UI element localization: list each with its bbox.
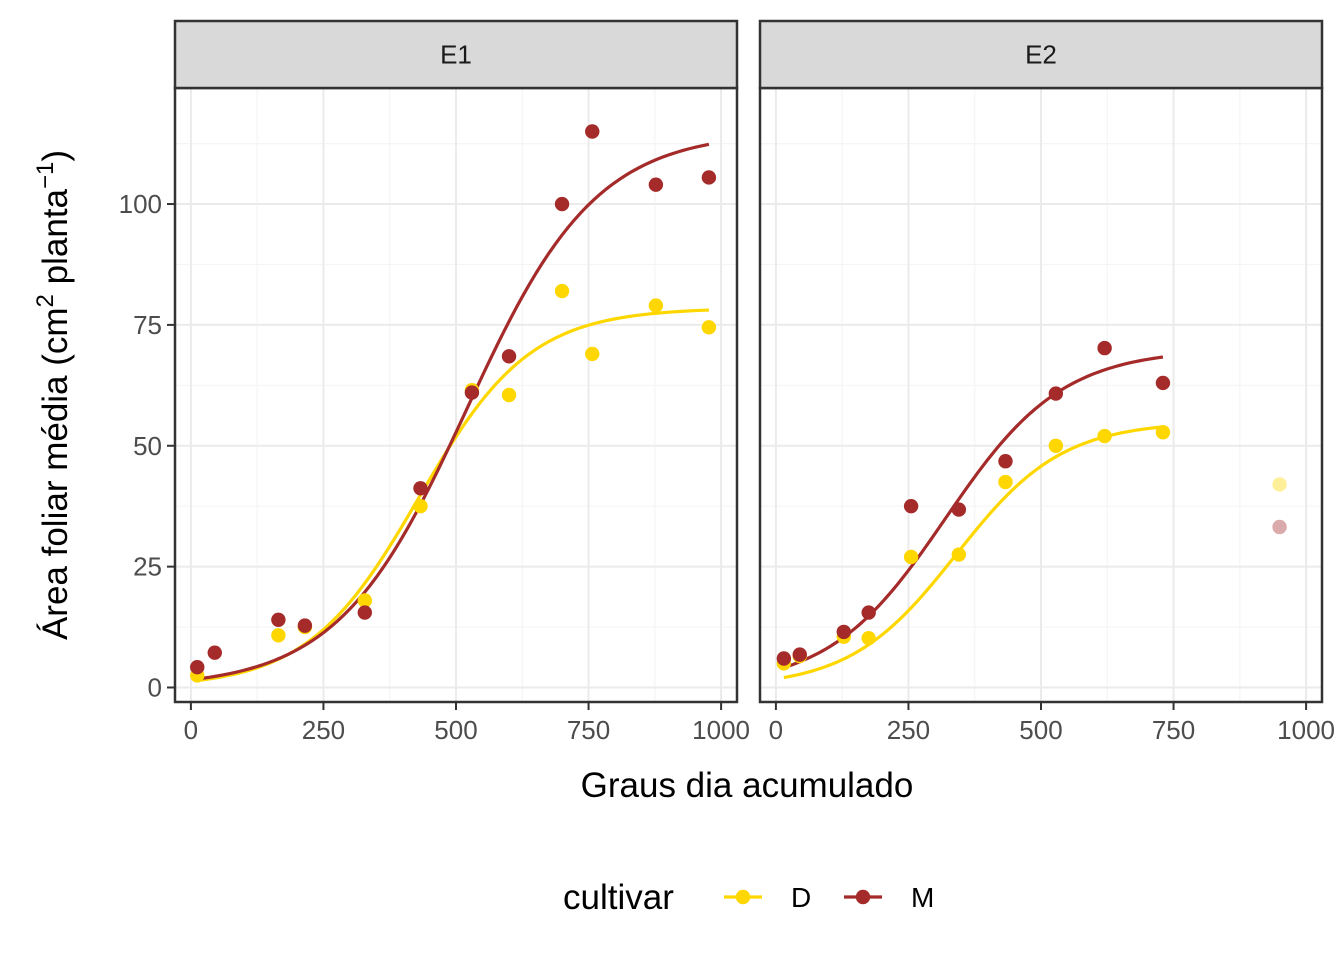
- y-tick-label: 25: [133, 552, 162, 582]
- x-tick-label: 250: [302, 715, 345, 745]
- data-point-m: [776, 651, 792, 666]
- data-point-m: [585, 124, 600, 139]
- legend-label: M: [911, 882, 934, 913]
- y-axis-title-part: ): [36, 150, 75, 162]
- data-point-m: [190, 659, 205, 675]
- data-point-d: [951, 547, 967, 562]
- data-point-d: [861, 630, 876, 646]
- data-point-m: [701, 170, 717, 185]
- x-tick-label: 750: [567, 715, 610, 745]
- facet-strip-label: E1: [440, 40, 472, 70]
- faded-data-point-m: [1272, 519, 1287, 535]
- legend-key-point: [855, 889, 871, 905]
- data-point-m: [501, 349, 517, 364]
- facet-strip: [173, 19, 739, 90]
- data-point-m: [951, 502, 967, 517]
- data-point-d: [357, 593, 373, 608]
- x-tick-label: 1000: [692, 715, 750, 745]
- data-point-m: [413, 481, 428, 496]
- data-point-d: [648, 298, 664, 313]
- y-axis-title-superscript: 2: [32, 294, 59, 307]
- facet-panel-e2: E2 0 250 500 750 1000: [758, 19, 1335, 745]
- y-axis-title-part: Área foliar média (cm: [36, 307, 75, 640]
- data-point-d: [271, 628, 286, 643]
- facet-strip: [758, 19, 1324, 90]
- x-tick-label: 250: [887, 715, 930, 745]
- y-axis-title-part: planta: [36, 188, 75, 294]
- x-tick-label: 1000: [1277, 715, 1335, 745]
- data-point-m: [1097, 340, 1112, 356]
- data-point-d: [554, 283, 570, 299]
- legend-label: D: [791, 882, 811, 913]
- x-tick-label: 0: [184, 715, 198, 745]
- x-tick-label: 750: [1152, 715, 1195, 745]
- y-tick-label: 100: [119, 189, 162, 219]
- data-point-d: [585, 346, 600, 362]
- x-tick-label: 0: [769, 715, 783, 745]
- data-point-m: [648, 177, 664, 192]
- data-point-m: [464, 385, 480, 400]
- data-point-m: [792, 647, 807, 662]
- fit-line-m: [197, 142, 710, 681]
- data-point-m: [903, 498, 919, 514]
- data-point-d: [998, 474, 1013, 490]
- data-point-m: [207, 645, 222, 660]
- data-point-m: [998, 454, 1013, 469]
- facet-panels: E1 0 250 500 750 1000 0 25 50 75 100 E2 0 250 500 750 10…: [119, 19, 1335, 745]
- data-point-d: [501, 387, 517, 403]
- data-point-d: [701, 320, 717, 335]
- x-tick-label: 500: [1019, 715, 1062, 745]
- x-tick-label: 500: [434, 715, 477, 745]
- data-point-d: [1097, 428, 1112, 444]
- faded-data-point-d: [1272, 477, 1287, 492]
- data-point-m: [1155, 375, 1171, 391]
- data-point-d: [1048, 438, 1064, 453]
- facet-strip-label: E2: [1025, 40, 1057, 70]
- y-axis-title-superscript: −1: [32, 162, 59, 189]
- legend-entry-m: M: [844, 882, 934, 913]
- data-point-d: [903, 549, 919, 565]
- data-point-m: [357, 605, 373, 620]
- y-tick-label: 75: [133, 310, 162, 340]
- data-point-d: [413, 498, 428, 514]
- data-point-m: [1048, 386, 1064, 401]
- x-axis-title: Graus dia acumulado: [581, 766, 914, 805]
- legend-title: cultivar: [563, 878, 674, 917]
- data-point-m: [554, 196, 570, 212]
- y-tick-label: 0: [148, 672, 162, 702]
- facet-panel-e1: E1 0 250 500 750 1000 0 25 50 75 100: [119, 19, 750, 745]
- data-point-m: [861, 605, 876, 620]
- data-point-m: [271, 612, 286, 628]
- y-axis-title: Área foliar média (cm2 planta−1): [32, 150, 75, 640]
- y-tick-label: 50: [133, 431, 162, 461]
- data-point-m: [836, 624, 851, 640]
- legend-entry-d: D: [724, 882, 811, 913]
- data-point-m: [297, 618, 313, 633]
- legend-key-point: [735, 889, 751, 905]
- data-point-d: [1155, 425, 1171, 440]
